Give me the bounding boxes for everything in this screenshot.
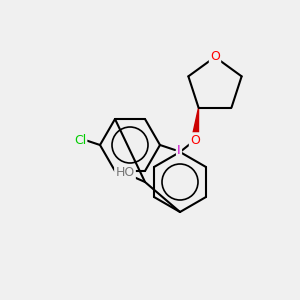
Text: O: O <box>210 50 220 64</box>
Text: Cl: Cl <box>74 134 86 146</box>
Text: I: I <box>177 143 181 157</box>
Text: HO: HO <box>116 167 135 179</box>
Polygon shape <box>191 108 199 140</box>
Text: O: O <box>190 134 200 146</box>
